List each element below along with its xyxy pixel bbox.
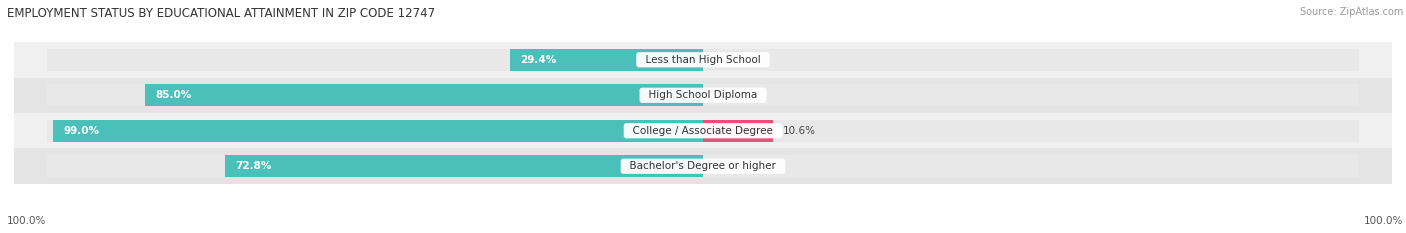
- Text: 100.0%: 100.0%: [7, 216, 46, 226]
- Bar: [46, 120, 703, 142]
- Text: High School Diploma: High School Diploma: [643, 90, 763, 100]
- Text: College / Associate Degree: College / Associate Degree: [626, 126, 780, 136]
- Bar: [14, 148, 1392, 184]
- Bar: [53, 120, 703, 142]
- Text: Less than High School: Less than High School: [638, 55, 768, 65]
- Bar: [46, 84, 703, 106]
- Bar: [14, 42, 1392, 78]
- Bar: [145, 84, 703, 106]
- Bar: [703, 120, 772, 142]
- Text: 0.0%: 0.0%: [713, 55, 740, 65]
- Bar: [225, 155, 703, 177]
- Bar: [703, 49, 1360, 71]
- Text: EMPLOYMENT STATUS BY EDUCATIONAL ATTAINMENT IN ZIP CODE 12747: EMPLOYMENT STATUS BY EDUCATIONAL ATTAINM…: [7, 7, 434, 20]
- Bar: [14, 113, 1392, 148]
- Bar: [14, 78, 1392, 113]
- Text: Source: ZipAtlas.com: Source: ZipAtlas.com: [1299, 7, 1403, 17]
- Bar: [703, 84, 1360, 106]
- Bar: [703, 120, 1360, 142]
- Text: Bachelor's Degree or higher: Bachelor's Degree or higher: [623, 161, 783, 171]
- Bar: [703, 155, 1360, 177]
- Text: 99.0%: 99.0%: [63, 126, 100, 136]
- Text: 29.4%: 29.4%: [520, 55, 557, 65]
- Bar: [510, 49, 703, 71]
- Text: 0.0%: 0.0%: [713, 161, 740, 171]
- Bar: [46, 49, 703, 71]
- Text: 10.6%: 10.6%: [782, 126, 815, 136]
- Text: 0.0%: 0.0%: [713, 90, 740, 100]
- Bar: [46, 155, 703, 177]
- Text: 72.8%: 72.8%: [235, 161, 271, 171]
- Text: 85.0%: 85.0%: [155, 90, 191, 100]
- Text: 100.0%: 100.0%: [1364, 216, 1403, 226]
